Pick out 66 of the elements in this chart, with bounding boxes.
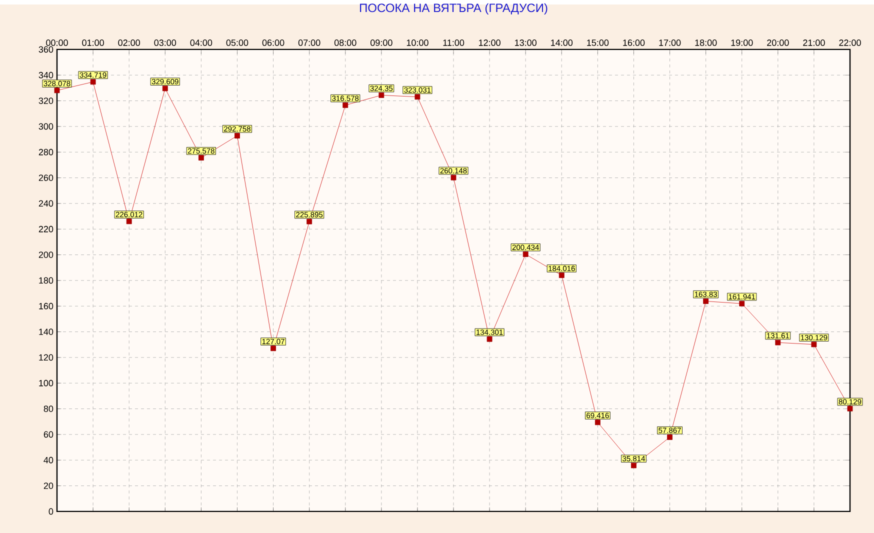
y-tick-label: 220 — [38, 226, 54, 232]
y-tick-label: 100 — [39, 380, 54, 386]
x-tick-label: 14:00 — [551, 39, 573, 46]
point — [811, 342, 817, 347]
point — [198, 154, 204, 160]
point — [162, 86, 168, 91]
point — [594, 419, 600, 425]
x-tick-label: 11:00 — [443, 39, 464, 46]
point — [450, 174, 456, 180]
point — [90, 78, 96, 84]
point — [270, 345, 276, 351]
point — [126, 218, 132, 224]
point — [631, 462, 636, 468]
y-tick-label: 40 — [44, 456, 54, 464]
x-tick-label: 19:00 — [731, 39, 753, 46]
x-tick-label: 17:00 — [659, 39, 681, 46]
y-tick-label: 340 — [38, 72, 54, 78]
x-tick-label: 18:00 — [695, 39, 717, 46]
point — [306, 218, 312, 224]
x-tick-label: 09:00 — [370, 39, 392, 46]
y-tick-label: 120 — [39, 354, 54, 360]
point — [414, 94, 420, 100]
point — [342, 102, 348, 108]
point — [739, 300, 745, 306]
point — [378, 92, 384, 98]
y-tick-label: 0 — [48, 508, 54, 514]
x-tick-label: 07:00 — [298, 39, 320, 46]
x-tick-label: 01:00 — [82, 39, 104, 46]
x-tick-label: 15:00 — [587, 39, 609, 46]
x-tick-label: 03:00 — [154, 39, 176, 46]
point — [234, 132, 240, 138]
y-tick-label: 160 — [39, 302, 54, 310]
y-tick-label: 320 — [38, 97, 54, 104]
point — [703, 298, 709, 304]
y-tick-label: 260 — [38, 174, 54, 181]
point — [486, 336, 492, 342]
x-tick-label: 16:00 — [623, 39, 645, 46]
x-tick-label: 22:00 — [839, 39, 861, 46]
y-tick-label: 80 — [44, 405, 54, 412]
x-tick-label: 02:00 — [118, 39, 140, 46]
point — [558, 272, 564, 278]
x-tick-label: 04:00 — [190, 39, 212, 46]
point — [847, 406, 853, 412]
x-tick-label: 12:00 — [478, 39, 500, 46]
y-tick-label: 140 — [39, 328, 54, 335]
y-tick-label: 200 — [38, 251, 54, 258]
x-tick-label: 00:00 — [46, 39, 68, 46]
y-tick-label: 60 — [44, 431, 54, 438]
y-tick-label: 300 — [38, 123, 54, 130]
x-tick-label: 06:00 — [262, 39, 284, 46]
y-tick-label: 240 — [38, 200, 54, 206]
y-tick-label: 180 — [39, 277, 54, 284]
y-tick-label: 20 — [44, 482, 54, 489]
x-tick-label: 10:00 — [406, 39, 428, 46]
y-tick-label: 280 — [38, 148, 54, 156]
x-tick-label: 21:00 — [803, 39, 825, 46]
point — [775, 340, 781, 346]
point — [54, 88, 60, 93]
x-tick-label: 08:00 — [334, 39, 356, 46]
chart-title: ПОСОКА НА ВЯТЪРА (ГРАДУСИ) — [360, 3, 548, 14]
x-tick-label: 13:00 — [515, 39, 537, 46]
point — [667, 434, 672, 440]
x-tick-label: 05:00 — [226, 39, 248, 46]
y-tick-label: 360 — [38, 46, 54, 52]
point — [522, 251, 528, 257]
x-tick-label: 20:00 — [767, 39, 789, 46]
